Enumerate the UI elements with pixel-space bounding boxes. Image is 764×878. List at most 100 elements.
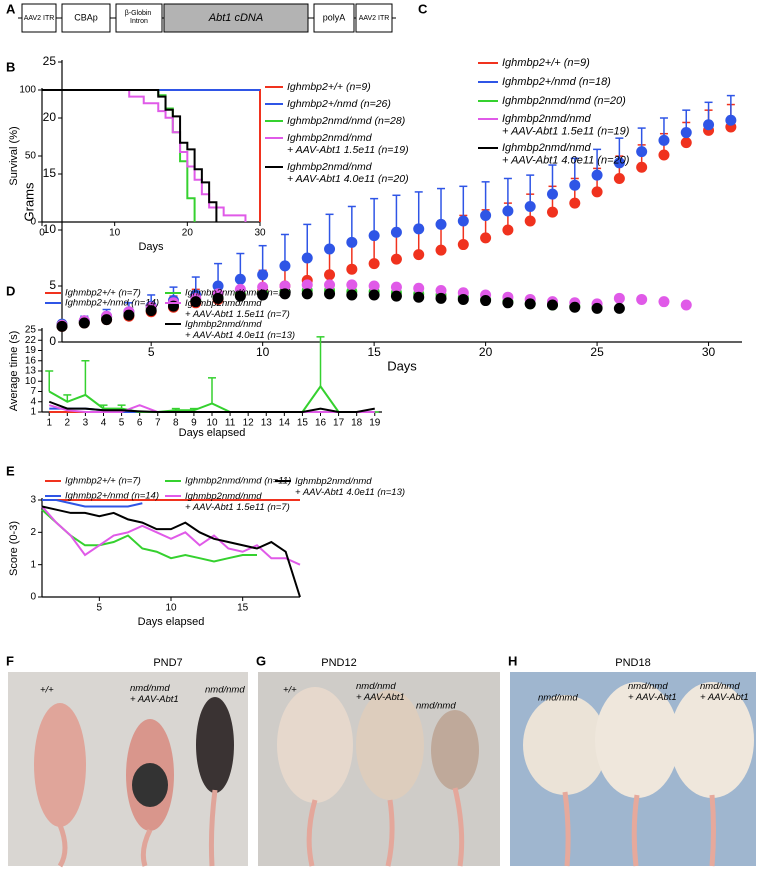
error-bar <box>414 191 423 229</box>
point <box>524 200 536 212</box>
error-bar <box>316 336 325 387</box>
x-tick-label: 5 <box>148 345 155 359</box>
point <box>413 223 425 235</box>
line <box>41 508 257 563</box>
error-bar <box>437 187 446 225</box>
point <box>457 239 469 251</box>
photo-title: PND18 <box>615 657 650 669</box>
y-tick-label: 19 <box>25 345 37 356</box>
point <box>524 298 536 310</box>
x-tick-label: 30 <box>702 345 716 359</box>
point <box>546 299 558 311</box>
x-axis-title: Days <box>387 358 417 373</box>
x-axis-title: Days <box>138 241 164 253</box>
legend-label: Ighmbp2+/nmd (n=18) <box>502 76 611 88</box>
photo-label: nmd/nmd + AAV-Abt1 <box>700 681 749 703</box>
mouse <box>595 682 679 798</box>
y-tick-label: 5 <box>49 278 56 292</box>
mouse <box>277 687 353 803</box>
point <box>546 188 558 200</box>
photo-h <box>510 672 756 867</box>
y-tick-label: 0 <box>30 592 36 603</box>
y-tick-label: 7 <box>30 386 36 397</box>
point <box>457 215 469 227</box>
point <box>680 137 692 149</box>
point <box>324 243 336 255</box>
legend-label: Ighmbp2nmd/nmd (n=11) <box>185 288 291 299</box>
point <box>502 224 514 236</box>
chart: 0 5 10 15 20 25 5 10 15 20 25 30 Days Grams Ighmbp2+/+… <box>21 54 742 373</box>
x-tick-label: 20 <box>479 345 493 359</box>
x-tick-label: 12 <box>243 418 255 429</box>
point <box>346 289 358 301</box>
legend-label: Ighmbp2nmd/nmd + AAV-Abt1 4.0e11 (n=20) <box>287 161 409 185</box>
point <box>613 302 625 314</box>
photo-g <box>258 672 500 867</box>
legend-label: Ighmbp2nmd/nmd + AAV-Abt1 4.0e11 (n=13) <box>295 476 405 498</box>
construct-label: AAV2 ITR <box>359 15 390 22</box>
y-tick-label: 10 <box>25 376 37 387</box>
point <box>390 290 402 302</box>
point <box>658 149 670 161</box>
legend-label: Ighmbp2+/+ (n=7) <box>65 288 141 299</box>
legend-label: Ighmbp2+/nmd (n=14) <box>65 491 159 502</box>
error-bar <box>45 370 54 392</box>
x-tick-label: 5 <box>97 603 103 614</box>
x-tick-label: 25 <box>590 345 604 359</box>
point <box>346 236 358 248</box>
point <box>569 197 581 209</box>
photo-label: nmd/nmd <box>416 701 456 712</box>
mouse <box>670 682 754 798</box>
construct-box <box>163 3 309 33</box>
legend-label: Ighmbp2+/+ (n=7) <box>65 476 141 487</box>
photo-title: PND12 <box>321 657 356 669</box>
point <box>502 297 514 309</box>
point <box>257 269 269 281</box>
y-tick-label: 0 <box>30 217 36 228</box>
point <box>413 291 425 303</box>
x-tick-label: 10 <box>109 228 121 239</box>
y-tick-label: 16 <box>25 355 37 366</box>
y-tick-label: 25 <box>43 54 57 68</box>
point <box>123 309 135 321</box>
construct-label: CBAp <box>74 12 98 22</box>
x-tick-label: 15 <box>297 418 309 429</box>
photo-label: +/+ <box>40 685 54 696</box>
legend-label: Ighmbp2nmd/nmd (n=20) <box>502 95 626 107</box>
legend-label: Ighmbp2nmd/nmd + AAV-Abt1 1.5e11 (n=7) <box>185 491 290 513</box>
point <box>234 273 246 285</box>
point <box>413 282 425 294</box>
point <box>435 244 447 256</box>
panel-label: F <box>6 653 14 668</box>
legend-label: Ighmbp2nmd/nmd + AAV-Abt1 1.5e11 (n=7) <box>185 298 290 320</box>
y-tick-label: 25 <box>25 325 37 336</box>
error-bar <box>392 194 401 233</box>
point <box>613 157 625 169</box>
mouse-fur <box>132 763 168 807</box>
x-tick-label: 16 <box>315 418 327 429</box>
point <box>212 292 224 304</box>
line <box>41 505 301 566</box>
y-axis-title: Average time (s) <box>8 331 20 412</box>
y-tick-label: 2 <box>30 527 36 538</box>
point <box>368 258 380 270</box>
legend-label: Ighmbp2nmd/nmd (n=11) <box>185 476 291 487</box>
point <box>680 127 692 139</box>
point <box>480 232 492 244</box>
point <box>368 289 380 301</box>
error-bar <box>303 223 312 258</box>
construct-label: polyA <box>323 12 346 22</box>
line <box>41 505 301 598</box>
y-tick-label: 10 <box>43 222 57 236</box>
point <box>636 146 648 158</box>
tails <box>562 791 716 867</box>
point <box>658 134 670 146</box>
point <box>725 114 737 126</box>
x-tick-label: 18 <box>351 418 363 429</box>
point <box>569 179 581 191</box>
panel-label: E <box>6 463 15 478</box>
point <box>301 288 313 300</box>
